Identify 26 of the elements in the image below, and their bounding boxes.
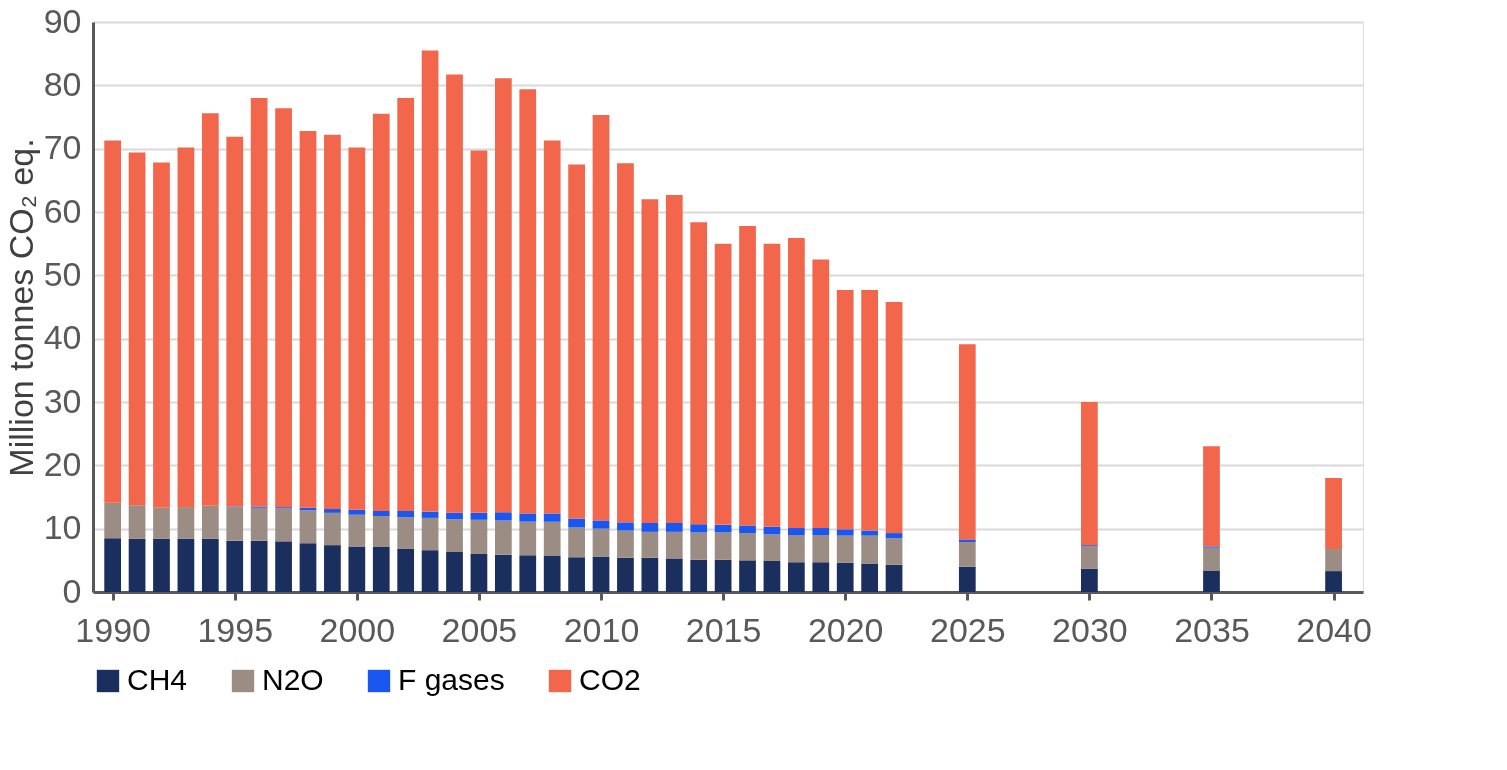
y-axis-title: Million tonnes CO₂ eq. (1, 138, 40, 477)
y-tick-label: 30 (43, 381, 82, 420)
y-tick-label: 80 (43, 64, 82, 103)
x-tick-label: 2005 (441, 610, 518, 649)
x-tick-label: 2015 (685, 610, 762, 649)
x-tick-label: 2000 (319, 610, 396, 649)
y-tick-label: 0 (62, 571, 82, 610)
y-tick-label: 20 (43, 444, 82, 483)
y-tick-label: 10 (43, 508, 82, 547)
y-tick-label: 50 (43, 254, 82, 293)
legend-label: F gases (398, 663, 505, 696)
legend-label: CH4 (127, 663, 188, 696)
y-tick-label: 60 (43, 191, 82, 230)
x-tick-label: 1990 (75, 610, 151, 649)
legend-label: CO2 (579, 663, 641, 696)
x-tick-label: 1995 (197, 610, 274, 649)
x-tick-label: 2010 (563, 610, 640, 649)
x-tick-label: 2025 (929, 610, 1006, 649)
y-tick-label: 40 (43, 318, 82, 357)
y-tick-label: 90 (43, 1, 82, 40)
x-tick-label: 2020 (807, 610, 884, 649)
x-tick-label: 2035 (1174, 610, 1250, 649)
y-tick-label: 70 (43, 128, 82, 167)
legend-label: N2O (262, 663, 324, 696)
x-tick-label: 2040 (1296, 610, 1372, 649)
x-tick-label: 2030 (1052, 610, 1128, 649)
